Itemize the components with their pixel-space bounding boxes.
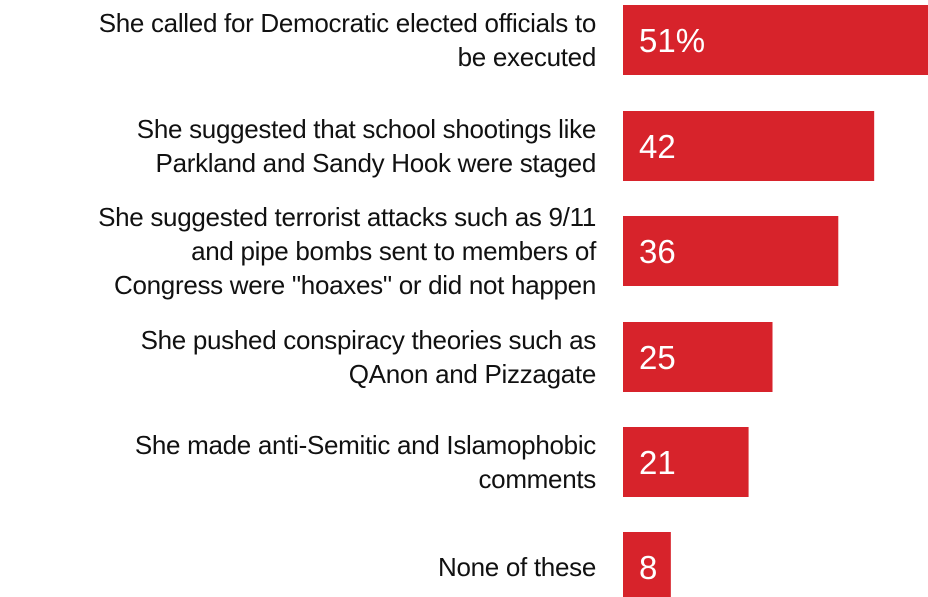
data-label: 51% — [639, 22, 705, 59]
category-label-line: None of these — [438, 552, 596, 582]
bar — [623, 322, 773, 392]
bar — [623, 532, 671, 597]
data-label: 25 — [639, 339, 676, 376]
category-label-line: comments — [478, 464, 596, 494]
bar — [623, 111, 875, 181]
category-label-line: She pushed conspiracy theories such as — [141, 325, 597, 355]
category-label-line: Congress were "hoaxes" or did not happen — [114, 270, 596, 300]
category-label-line: and pipe bombs sent to members of — [191, 236, 597, 266]
category-label: She suggested that school shootings like… — [137, 114, 596, 178]
category-label-line: QAnon and Pizzagate — [349, 359, 596, 389]
category-label: She pushed conspiracy theories such as QA… — [141, 325, 597, 389]
bar — [623, 427, 749, 497]
category-label: None of these — [438, 552, 596, 582]
category-label-line: She made anti-Semitic and Islamophobic — [135, 430, 596, 460]
bar — [623, 5, 928, 75]
category-label-line: She called for Democratic elected offici… — [99, 8, 596, 38]
category-label-line: She suggested that school shootings like — [137, 114, 596, 144]
data-label: 8 — [639, 549, 657, 586]
data-label: 36 — [639, 233, 676, 270]
data-label: 42 — [639, 128, 676, 165]
category-label-line: Parkland and Sandy Hook were staged — [156, 148, 596, 178]
bar — [623, 216, 839, 286]
category-label: She called for Democratic elected offici… — [99, 8, 596, 72]
category-label: She suggested terrorist attacks such as … — [98, 202, 597, 300]
category-label: She made anti-Semitic and Islamophobic co… — [135, 430, 596, 494]
category-label-line: She suggested terrorist attacks such as … — [98, 202, 596, 232]
data-label: 21 — [639, 444, 676, 481]
category-label-line: be executed — [458, 42, 596, 72]
